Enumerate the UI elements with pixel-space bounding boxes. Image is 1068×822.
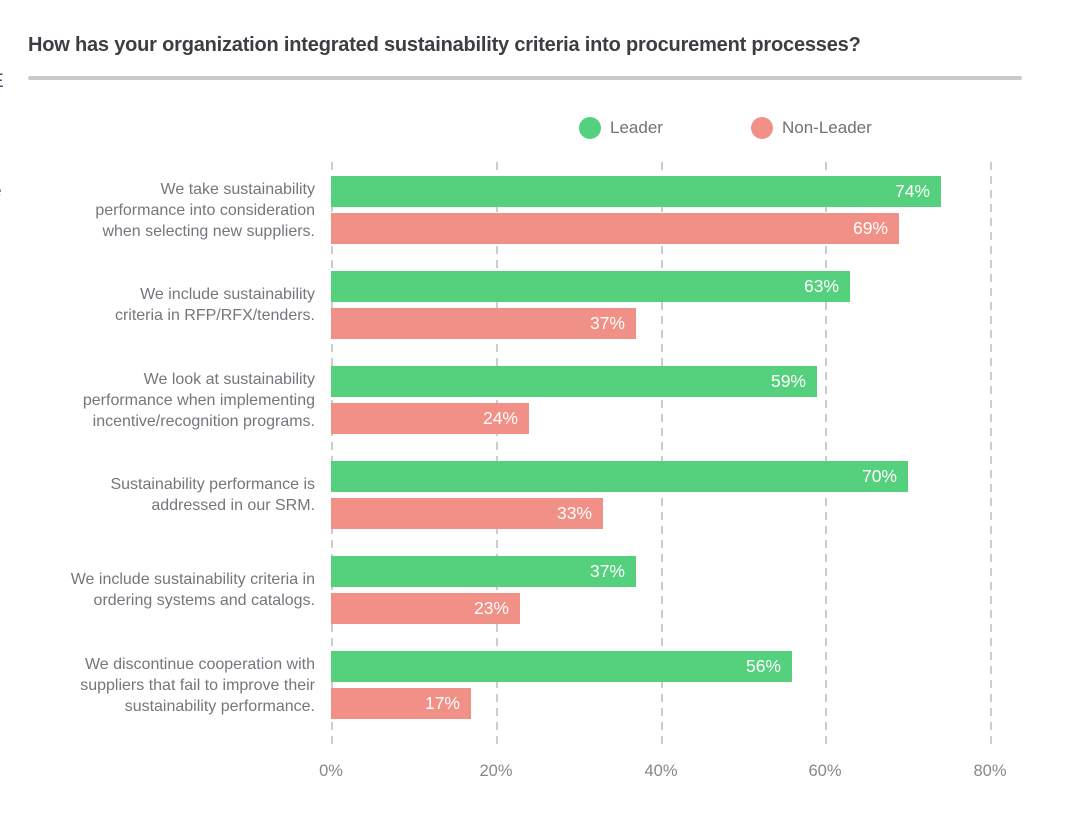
non-leader-bar-row-1: 69% [331, 213, 899, 244]
category-label-row-1: We take sustainability performance into … [95, 181, 315, 240]
non-leader-bar-row-6: 17% [331, 688, 471, 719]
category-label-row-2: We include sustainability criteria in RF… [114, 286, 315, 324]
x-tick-40: 40% [644, 762, 678, 780]
gridline-0 [331, 162, 333, 750]
category-label-row-5: We include sustainability criteria in or… [70, 571, 315, 609]
bar-value-label: 23% [473, 598, 509, 618]
non-leader-bar-row-3: 24% [331, 403, 529, 434]
leader-dot-icon [579, 117, 601, 139]
x-tick-80: 80% [973, 762, 1007, 780]
bar-value-label: 37% [589, 561, 625, 581]
category-label-row-4: Sustainability performance is addressed … [110, 476, 315, 514]
bar-value-label: 63% [803, 276, 839, 296]
page-title: How has your organization integrated sus… [28, 34, 861, 56]
leader-bar-row-1: 74% [331, 176, 941, 207]
gridline-80 [990, 162, 992, 750]
non-leader-bar-row-4: 33% [331, 498, 603, 529]
bar-value-label: 69% [852, 218, 888, 238]
bar-value-label: 37% [589, 313, 625, 333]
bar-value-label: 74% [894, 181, 930, 201]
non-leader-bar-row-2: 37% [331, 308, 636, 339]
non-leader-bar-row-5: 23% [331, 593, 520, 624]
legend-item-leader: Leader [579, 116, 663, 140]
clipped-edge-text-bottom: e [0, 182, 5, 202]
x-tick-0: 0% [319, 762, 343, 780]
category-label-row-3: We look at sustainability performance wh… [82, 371, 315, 430]
legend-label-leader: Leader [610, 118, 663, 137]
bar-value-label: 59% [770, 371, 806, 391]
bar-value-label: 24% [482, 408, 518, 428]
gridline-20 [496, 162, 498, 750]
legend-label-non-leader: Non-Leader [782, 118, 872, 137]
leader-bar-row-4: 70% [331, 461, 908, 492]
chart-plot: 74% 69% 63% 37% 59% 24% 70% 33% 37% 23% 56% 17% 0% 20… [319, 160, 1068, 822]
bar-value-label: 56% [745, 656, 781, 676]
gridline-60 [825, 162, 827, 750]
leader-bar-row-2: 63% [331, 271, 850, 302]
bar-value-label: 70% [861, 466, 897, 486]
gridline-40 [661, 162, 663, 750]
x-tick-60: 60% [808, 762, 842, 780]
legend-item-non-leader: Non-Leader [751, 116, 872, 140]
leader-bar-row-5: 37% [331, 556, 636, 587]
clipped-edge-text-top: E [0, 72, 5, 92]
x-tick-20: 20% [479, 762, 513, 780]
leader-bar-row-6: 56% [331, 651, 792, 682]
title-divider [28, 76, 1022, 80]
non-leader-dot-icon [751, 117, 773, 139]
bar-value-label: 33% [556, 503, 592, 523]
leader-bar-row-3: 59% [331, 366, 817, 397]
category-label-row-6: We discontinue cooperation with supplier… [80, 656, 315, 715]
bar-value-label: 17% [424, 693, 460, 713]
